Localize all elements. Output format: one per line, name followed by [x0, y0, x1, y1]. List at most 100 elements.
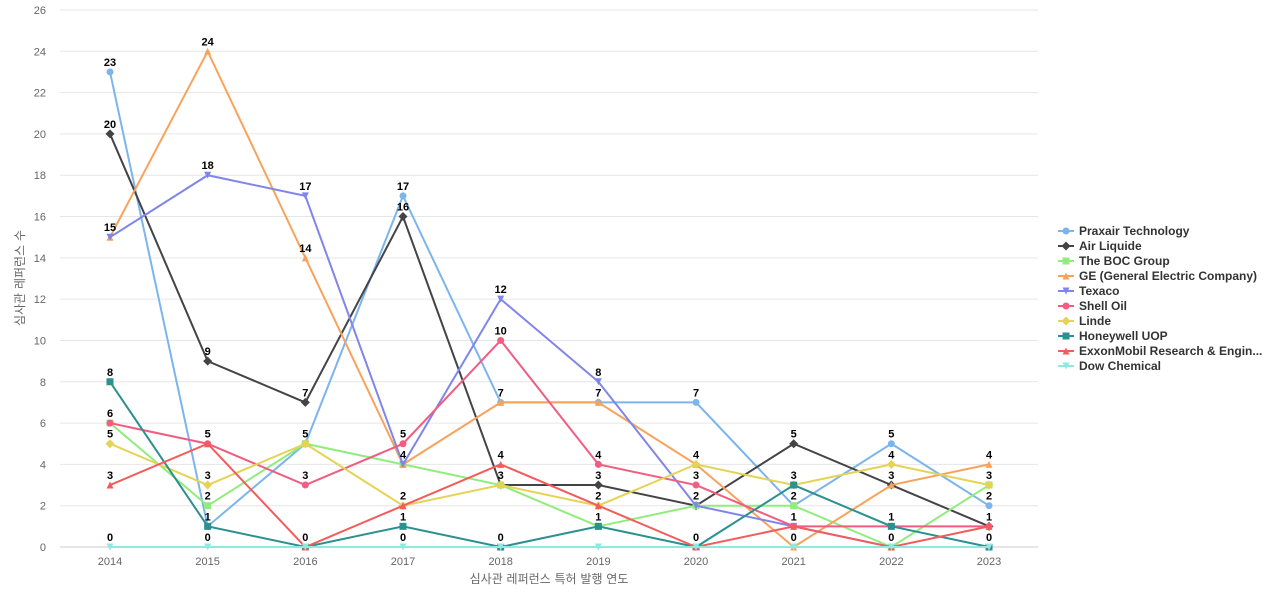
data-point[interactable] [790, 543, 798, 551]
legend-item[interactable]: Linde [1058, 314, 1111, 328]
series-line [109, 174, 990, 548]
data-point[interactable] [594, 460, 602, 468]
data-point[interactable] [985, 460, 993, 468]
data-point[interactable] [399, 440, 407, 448]
legend-marker [1062, 257, 1070, 265]
data-point[interactable] [594, 502, 602, 510]
data-point[interactable] [106, 378, 114, 386]
data-point[interactable] [497, 336, 505, 344]
data-label: 2 [986, 491, 992, 503]
data-point[interactable] [593, 480, 603, 490]
legend-item[interactable]: Dow Chemical [1058, 359, 1161, 373]
data-point[interactable] [985, 502, 993, 510]
data-point[interactable] [692, 481, 700, 489]
x-tick-label: 2023 [977, 556, 1001, 568]
data-point[interactable] [399, 502, 407, 510]
data-point[interactable] [497, 460, 505, 468]
data-label: 3 [693, 470, 699, 482]
data-point[interactable] [398, 212, 408, 222]
y-tick-label: 6 [40, 418, 46, 430]
x-tick-label: 2022 [879, 556, 903, 568]
series-5 [106, 336, 993, 530]
data-point[interactable] [497, 295, 505, 303]
data-label: 3 [302, 470, 308, 482]
data-point[interactable] [594, 378, 602, 386]
data-label: 5 [205, 429, 211, 441]
legend-marker [1062, 302, 1070, 310]
data-point[interactable] [887, 440, 895, 448]
data-point[interactable] [106, 419, 114, 427]
data-point[interactable] [203, 356, 213, 366]
data-label: 0 [205, 532, 211, 544]
data-point[interactable] [984, 480, 994, 490]
data-point[interactable] [204, 440, 212, 448]
data-point[interactable] [496, 480, 506, 490]
legend-item[interactable]: Air Liquide [1058, 239, 1142, 253]
data-label: 2 [693, 491, 699, 503]
data-point[interactable] [887, 522, 895, 530]
data-point[interactable] [106, 481, 114, 489]
x-tick-label: 2017 [391, 556, 415, 568]
series-line [109, 442, 990, 549]
data-point[interactable] [790, 502, 798, 510]
data-label: 20 [104, 119, 116, 131]
data-point[interactable] [301, 254, 309, 262]
x-tick-label: 2021 [781, 556, 805, 568]
data-label: 3 [205, 470, 211, 482]
data-point[interactable] [691, 459, 701, 469]
data-point[interactable] [301, 543, 309, 551]
data-point[interactable] [300, 397, 310, 407]
legend-item[interactable]: ExxonMobil Research & Engin... [1058, 344, 1262, 358]
data-point[interactable] [594, 543, 602, 551]
series-9 [106, 543, 993, 551]
data-label: 5 [302, 429, 308, 441]
legend-item[interactable]: Texaco [1058, 284, 1119, 298]
data-point[interactable] [105, 129, 115, 139]
data-point[interactable] [790, 522, 798, 530]
data-point[interactable] [497, 543, 505, 551]
data-point[interactable] [204, 171, 212, 179]
data-point[interactable] [106, 68, 114, 76]
data-point[interactable] [301, 192, 309, 200]
data-point[interactable] [692, 543, 700, 551]
data-point[interactable] [887, 543, 895, 551]
legend-item[interactable]: Praxair Technology [1058, 224, 1190, 238]
data-point[interactable] [399, 543, 407, 551]
data-point[interactable] [204, 47, 212, 55]
legend-item[interactable]: The BOC Group [1058, 254, 1170, 268]
data-point[interactable] [399, 192, 407, 200]
data-point[interactable] [985, 543, 993, 551]
data-point[interactable] [790, 481, 798, 489]
data-point[interactable] [204, 502, 212, 510]
data-point[interactable] [204, 522, 212, 530]
data-point[interactable] [106, 233, 114, 241]
data-point[interactable] [301, 481, 309, 489]
data-point[interactable] [887, 481, 895, 489]
data-point[interactable] [594, 398, 602, 406]
data-label: 1 [205, 511, 211, 523]
data-point[interactable] [594, 522, 602, 530]
x-axis: 2014 2015 2016 2017 2018 2019 2020 2021 2022 2023 [98, 556, 1002, 568]
data-point[interactable] [399, 522, 407, 530]
data-point[interactable] [886, 459, 896, 469]
legend-item[interactable]: GE (General Electric Company) [1058, 269, 1257, 283]
data-point[interactable] [203, 480, 213, 490]
data-label: 4 [986, 449, 993, 461]
data-point[interactable] [300, 439, 310, 449]
plot-area [105, 47, 994, 551]
data-point[interactable] [399, 460, 407, 468]
data-point[interactable] [692, 398, 700, 406]
legend-label: Linde [1079, 314, 1111, 328]
data-point[interactable] [497, 398, 505, 406]
data-point[interactable] [106, 543, 114, 551]
data-point[interactable] [789, 439, 799, 449]
data-label: 4 [595, 449, 602, 461]
data-label: 2 [595, 491, 601, 503]
legend-item[interactable]: Honeywell UOP [1058, 329, 1168, 343]
data-label: 18 [202, 160, 214, 172]
data-point[interactable] [692, 502, 700, 510]
data-point[interactable] [105, 439, 115, 449]
data-point[interactable] [985, 522, 993, 530]
data-point[interactable] [204, 543, 212, 551]
legend-item[interactable]: Shell Oil [1058, 299, 1127, 313]
